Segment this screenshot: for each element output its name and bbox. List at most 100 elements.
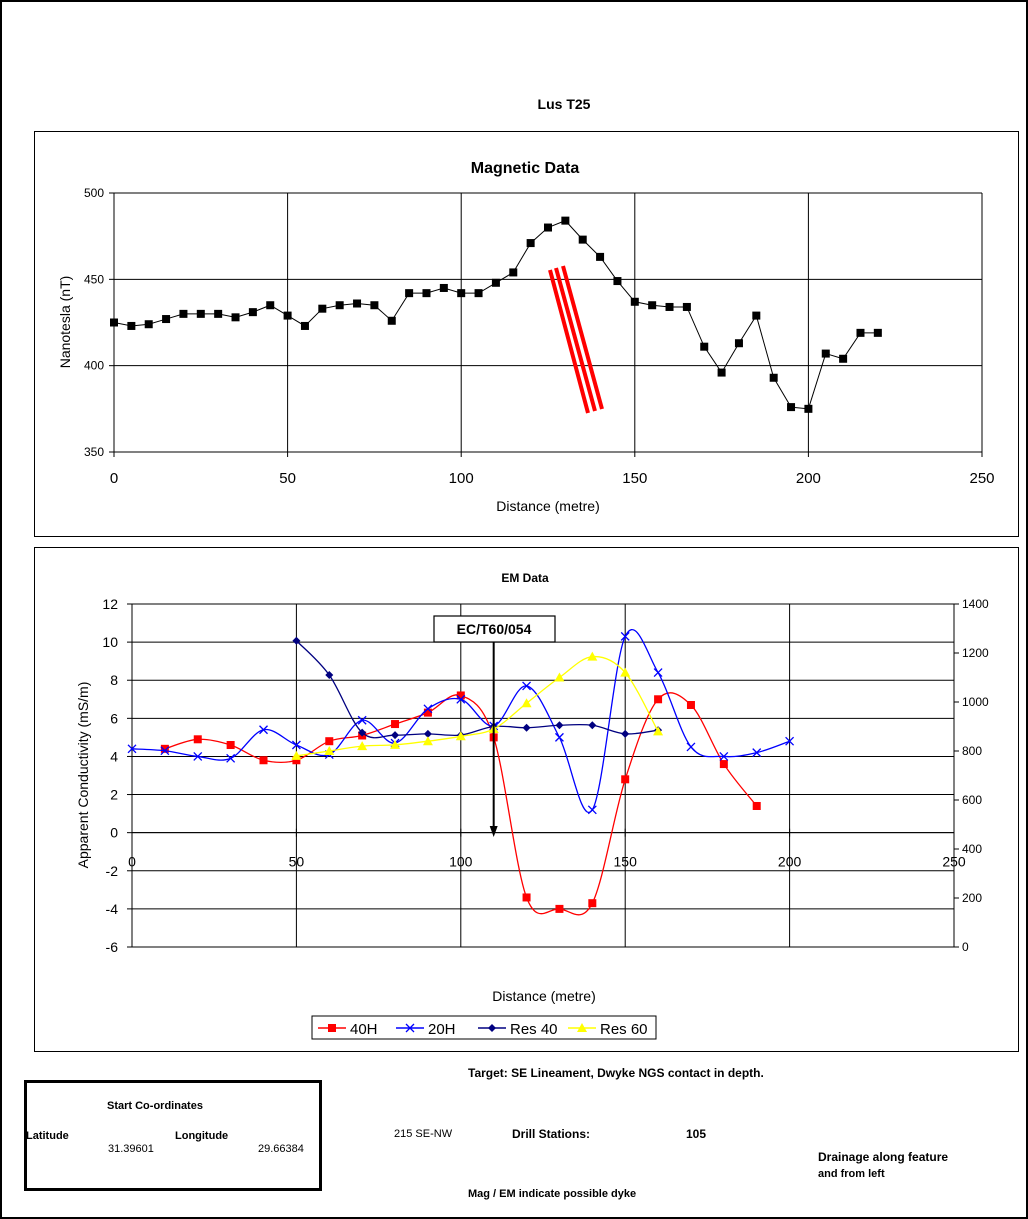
magnetic-data-point — [318, 304, 327, 313]
em-x-tick-label: 200 — [778, 854, 802, 870]
em-annotation-box — [433, 615, 556, 643]
em-data-point-20h — [587, 805, 597, 815]
em-y-axis-label: Apparent Conductivity (mS/m) — [75, 682, 91, 869]
magnetic-chart-title: Magnetic Data — [471, 160, 580, 177]
magnetic-chart: Magnetic Data 350 400 450 500 0 50 100 150 200 250… — [57, 160, 995, 514]
em-data-point-40h — [160, 744, 169, 753]
magnetic-data-point — [717, 368, 726, 377]
em-legend-marker-res-60 — [577, 1023, 587, 1032]
em-x-axis-label: Distance (metre) — [492, 988, 595, 1004]
longitude-label: Longitude — [175, 1130, 229, 1142]
em-data-point-20h — [554, 732, 564, 742]
target-text: Target: SE Lineament, Dwyke NGS contact … — [468, 1066, 764, 1080]
magnetic-data-point — [526, 239, 535, 248]
em-data-point-20h — [456, 694, 466, 704]
magnetic-data-point — [630, 297, 639, 306]
em-x-tick-label: 100 — [449, 854, 473, 870]
em-y2-tick-label: 200 — [962, 891, 982, 905]
em-data-point-20h — [522, 681, 532, 691]
magnetic-x-tick-label: 50 — [279, 470, 296, 487]
em-legend-label-40h: 40H — [350, 1021, 378, 1038]
direction-text: 215 SE-NW — [394, 1128, 453, 1140]
em-y-tick-label: 10 — [102, 634, 118, 650]
em-y-tick-label: 8 — [110, 672, 118, 688]
em-legend-label-20h: 20H — [428, 1021, 456, 1038]
em-series-line-res-40 — [295, 640, 659, 739]
em-data-point-res-60 — [554, 672, 565, 682]
em-data-point-40h — [555, 904, 564, 913]
em-y-tick-label: 12 — [102, 596, 118, 612]
magnetic-data-point — [804, 404, 813, 413]
em-y-tick-label: 2 — [110, 787, 118, 803]
em-legend-label-res-60: Res 60 — [600, 1021, 648, 1038]
em-y-tick-label: -4 — [106, 901, 119, 917]
em-data-point-res-40 — [588, 721, 597, 730]
em-y-tick-label: 6 — [110, 710, 118, 726]
drill-stations-label: Drill Stations: — [512, 1127, 591, 1141]
longitude-value: 29.66384 — [258, 1143, 304, 1155]
magnetic-y-tick-label: 400 — [84, 359, 104, 373]
magnetic-data-point — [509, 268, 518, 277]
em-data-point-20h — [686, 742, 696, 752]
magnetic-data-point — [457, 289, 466, 298]
magnetic-x-tick-label: 250 — [969, 470, 994, 487]
em-data-point-res-40 — [621, 729, 630, 738]
magnetic-y-tick-label: 500 — [84, 186, 104, 200]
em-y2-tick-label: 800 — [962, 744, 982, 758]
em-data-point-20h — [259, 725, 268, 735]
magnetic-data-point — [162, 315, 171, 324]
em-data-point-res-60 — [587, 651, 598, 661]
magnetic-data-point — [353, 299, 362, 308]
em-x-tick-label: 50 — [289, 854, 305, 870]
magnetic-dyke-marker — [561, 265, 604, 410]
latitude-value: 31.39601 — [108, 1143, 154, 1155]
magnetic-x-tick-label: 0 — [110, 470, 118, 487]
em-data-point-res-60 — [455, 731, 466, 741]
em-data-point-20h — [423, 704, 433, 714]
magnetic-data-point — [422, 289, 431, 298]
em-data-point-20h — [357, 715, 367, 725]
em-data-point-20h — [160, 746, 170, 756]
em-y2-tick-label: 0 — [962, 940, 969, 954]
em-data-point-40h — [391, 720, 400, 729]
em-data-point-res-40 — [391, 731, 400, 740]
magnetic-x-tick-label: 100 — [449, 470, 474, 487]
em-data-point-40h — [456, 691, 465, 700]
em-data-point-40h — [259, 756, 268, 765]
latitude-label: Latitude — [26, 1130, 69, 1142]
em-y2-tick-label: 600 — [962, 793, 982, 807]
em-data-point-res-60 — [291, 750, 302, 760]
magnetic-data-point — [110, 318, 118, 327]
magnetic-data-point — [682, 302, 691, 311]
magnetic-chart-frame — [34, 131, 1019, 537]
magnetic-data-point — [734, 339, 743, 348]
em-data-point-40h — [325, 737, 334, 746]
em-annotation-arrowhead — [489, 826, 498, 837]
magnetic-data-point — [439, 283, 448, 292]
drainage-line-2: and from left — [818, 1168, 885, 1180]
em-y-tick-label: -2 — [106, 863, 119, 879]
magnetic-data-point — [231, 313, 240, 322]
em-data-point-40h — [686, 700, 695, 709]
em-data-point-40h — [423, 708, 432, 717]
em-data-point-40h — [752, 801, 761, 810]
em-data-point-res-60 — [324, 746, 335, 755]
em-data-point-40h — [621, 775, 630, 784]
magnetic-y-tick-label: 350 — [84, 445, 104, 459]
magnetic-data-point — [491, 278, 500, 287]
em-y2-tick-label: 1200 — [962, 646, 989, 660]
magnetic-data-point — [127, 321, 136, 330]
magnetic-data-point — [387, 316, 396, 325]
em-data-point-20h — [785, 736, 795, 746]
magnetic-data-point — [405, 289, 414, 298]
magnetic-y-tick-label: 450 — [84, 272, 104, 286]
em-data-point-res-60 — [653, 726, 664, 736]
magnetic-data-point — [561, 216, 570, 225]
em-data-point-res-60 — [390, 739, 401, 749]
em-y2-tick-label: 400 — [962, 842, 982, 856]
em-legend-marker-res-40 — [488, 1024, 496, 1032]
em-y2-tick-label: 1000 — [962, 695, 989, 709]
em-data-point-20h — [719, 751, 729, 761]
magnetic-y-axis-label: Nanotesla (nT) — [57, 276, 73, 369]
